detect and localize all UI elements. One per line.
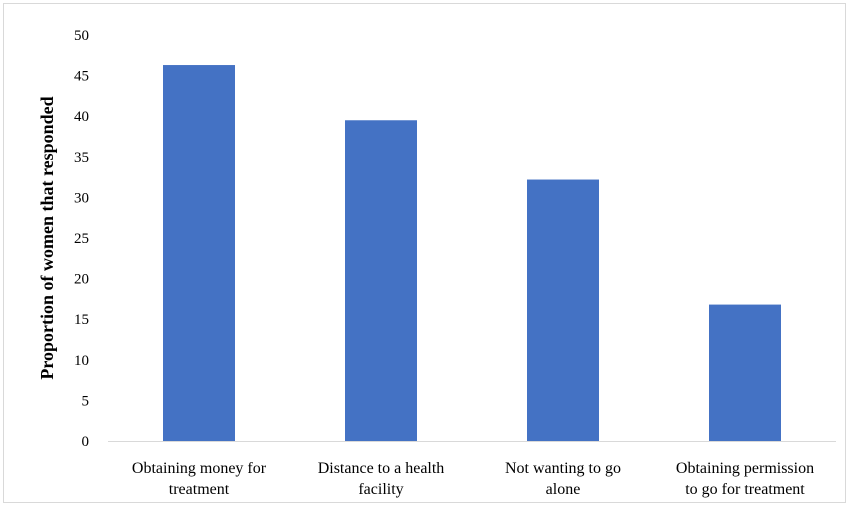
y-tick-label: 50 [74,28,89,44]
y-tick-label: 0 [82,434,90,450]
y-axis-ticks: 0 5 10 15 20 25 30 35 40 45 50 [74,28,89,450]
bar [345,120,417,441]
x-category-label: alone [546,481,581,498]
bar [163,65,235,441]
x-category-label: facility [358,481,403,498]
x-category-label: Distance to a health [318,460,445,477]
x-category-label: treatment [169,481,230,498]
y-tick-label: 30 [74,190,89,206]
chart-frame [3,3,846,503]
x-category-label: to go for treatment [685,481,805,498]
x-category-label: Obtaining money for [132,460,267,477]
y-tick-label: 40 [74,109,89,125]
bars [163,65,781,441]
x-axis-labels: Obtaining money for treatment Distance to … [132,460,814,498]
y-tick-label: 15 [74,312,89,328]
bar [527,179,599,441]
bar [709,304,781,441]
y-tick-label: 10 [74,353,89,369]
y-axis-label: Proportion of women that responded [37,96,57,379]
y-axis-label-group: Proportion of women that responded [37,96,57,379]
x-category-label: Not wanting to go [505,460,621,477]
y-tick-label: 45 [74,69,89,85]
x-category-label: Obtaining permission [676,460,814,477]
y-tick-label: 5 [82,393,90,409]
y-tick-label: 25 [74,231,89,247]
y-tick-label: 20 [74,272,89,288]
y-tick-label: 35 [74,150,89,166]
